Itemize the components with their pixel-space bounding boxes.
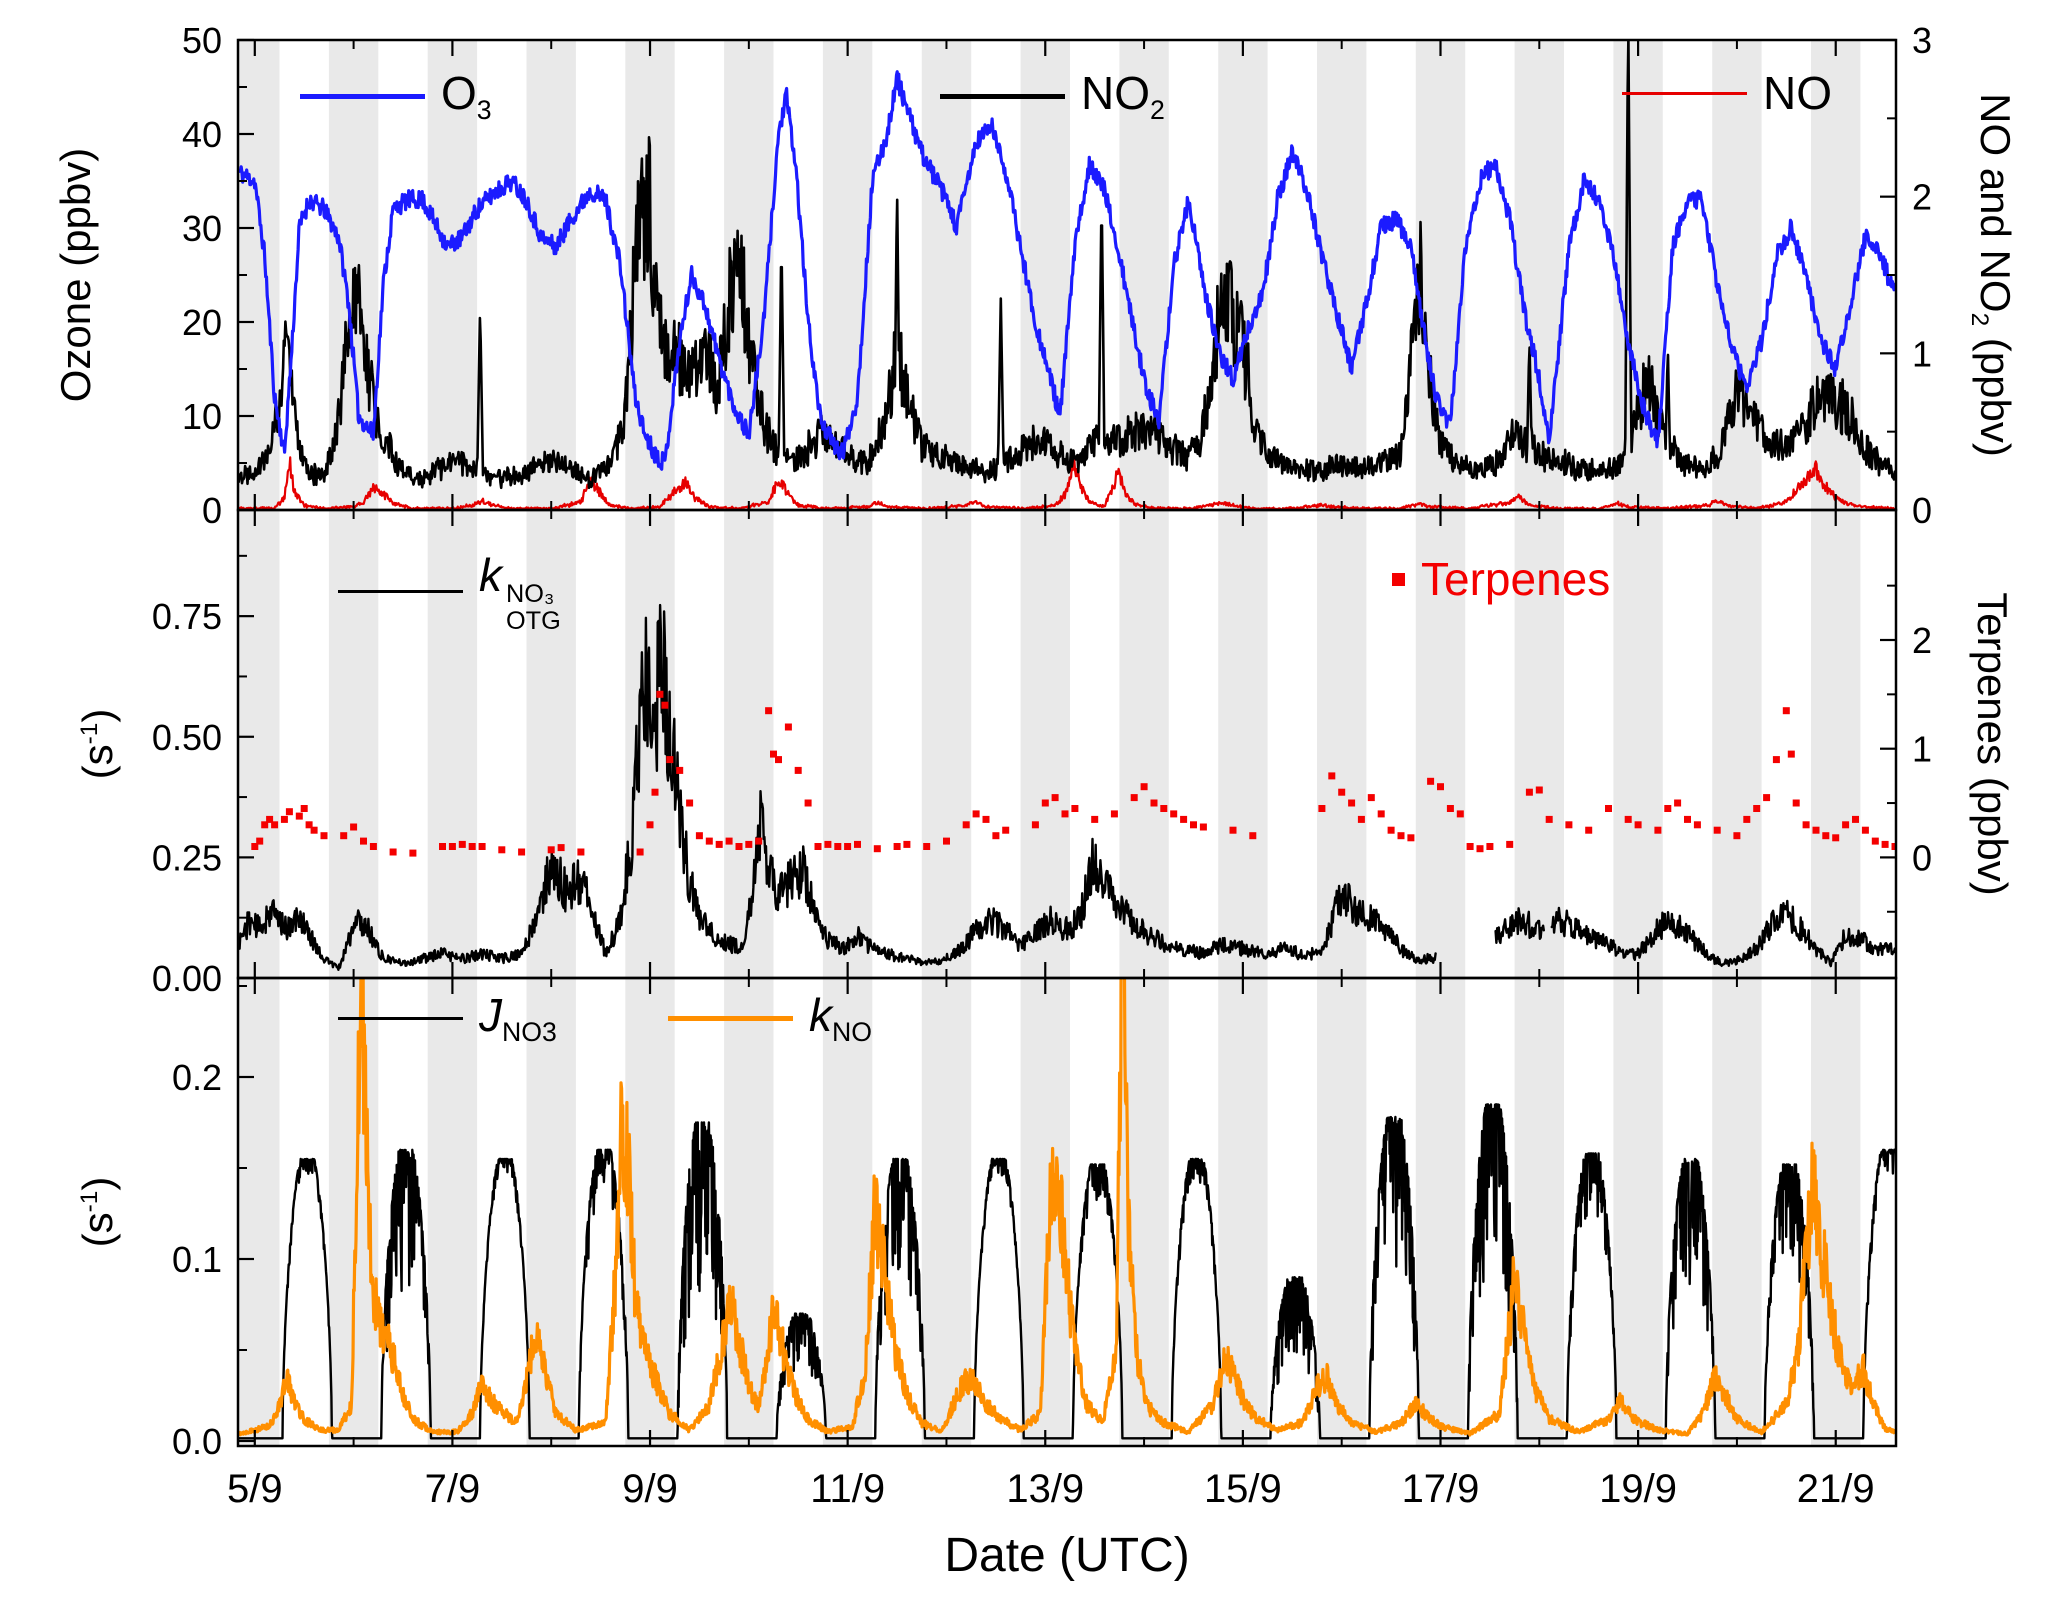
jno3-line (238, 1103, 1896, 1440)
legend-no-label: NO (1763, 67, 1832, 119)
y-tick-label: 0 (1912, 490, 1932, 531)
terpenes-marker (1392, 572, 1405, 586)
k_no-line (238, 978, 1896, 1437)
no2-line (238, 40, 1896, 490)
legend-kno-label: kNO (809, 989, 873, 1048)
kotg-line-swatch (338, 589, 463, 593)
legend-no2-label: NO2 (1081, 67, 1165, 126)
night-bands-panel3 (238, 978, 1861, 1446)
x-tick-label: 7/9 (425, 1467, 481, 1511)
y-tick-label: 2 (1912, 177, 1932, 218)
frames-and-ticks: 0 10 20 30 40 50 0 1 2 3 0.00 0.25 0.50 0.75 0 1 2 0.0 0.1… (152, 20, 1932, 1511)
y-tick-label: 0 (1912, 837, 1932, 878)
terpenes-points (251, 690, 1896, 857)
y-tick-label: 0.00 (152, 958, 222, 999)
y-tick-label: 20 (182, 302, 222, 343)
no2-line-swatch (940, 93, 1065, 99)
legend-terpenes-label: Terpenes (1421, 553, 1611, 605)
y-tick-label: 0.2 (172, 1057, 222, 1098)
x-tick-label: 15/9 (1204, 1467, 1282, 1511)
no-line-swatch (1622, 91, 1747, 95)
y-tick-label: 0.75 (152, 596, 222, 637)
y-tick-label: 1 (1912, 729, 1932, 770)
jno3-line-swatch (338, 1016, 463, 1020)
o3-line (238, 70, 1896, 471)
x-tick-label: 19/9 (1599, 1467, 1677, 1511)
y-tick-label: 2 (1912, 620, 1932, 661)
x-tick-label: 5/9 (227, 1467, 283, 1511)
y-tick-label: 40 (182, 114, 222, 155)
y-tick-label: 3 (1912, 20, 1932, 61)
legend-kotg: k NO₃ OTG (338, 548, 561, 634)
y-axis-label-s1-bottom: (s-1) (74, 1176, 121, 1248)
o3-line-swatch (300, 93, 425, 99)
y-axis-label-ozone: Ozone (ppbv) (52, 147, 99, 403)
y-tick-label: 0 (202, 490, 222, 531)
legend-jno3: JNO3 (338, 988, 557, 1048)
legend-kno: kNO (668, 988, 872, 1048)
y-axis-label-terpenes: Terpenes (ppbv) (1969, 592, 2016, 896)
legend-o3: O3 (300, 66, 492, 126)
y-axis-label-no-no2: NO and NO2 (ppbv) (1965, 93, 2020, 457)
no-line (238, 456, 1896, 510)
legend-no2: NO2 (940, 66, 1165, 126)
legend-o3-label: O3 (441, 67, 492, 126)
y-tick-label: 0.25 (152, 837, 222, 878)
y-tick-label: 1 (1912, 333, 1932, 374)
kno-line-swatch (668, 1015, 793, 1021)
x-tick-label: 17/9 (1402, 1467, 1480, 1511)
x-tick-label: 13/9 (1006, 1467, 1084, 1511)
y-tick-label: 0.0 (172, 1421, 222, 1462)
y-axis-label-s1-middle: (s-1) (74, 708, 121, 780)
x-tick-label: 21/9 (1797, 1467, 1875, 1511)
y-tick-label: 10 (182, 396, 222, 437)
x-tick-label: 9/9 (622, 1467, 678, 1511)
y-tick-label: 0.1 (172, 1239, 222, 1280)
legend-jno3-label: JNO3 (479, 989, 557, 1048)
x-tick-label: 11/9 (810, 1467, 885, 1511)
k_otg_no3-line (238, 603, 1896, 971)
y-tick-label: 50 (182, 20, 222, 61)
legend-no: NO (1622, 66, 1832, 120)
night-bands-panel2 (238, 510, 1861, 978)
x-axis-label: Date (UTC) (944, 1529, 1190, 1582)
legend-terpenes: Terpenes (1392, 552, 1610, 606)
legend-kotg-label: k NO₃ OTG (479, 549, 561, 635)
y-tick-label: 0.50 (152, 717, 222, 758)
y-tick-label: 30 (182, 208, 222, 249)
